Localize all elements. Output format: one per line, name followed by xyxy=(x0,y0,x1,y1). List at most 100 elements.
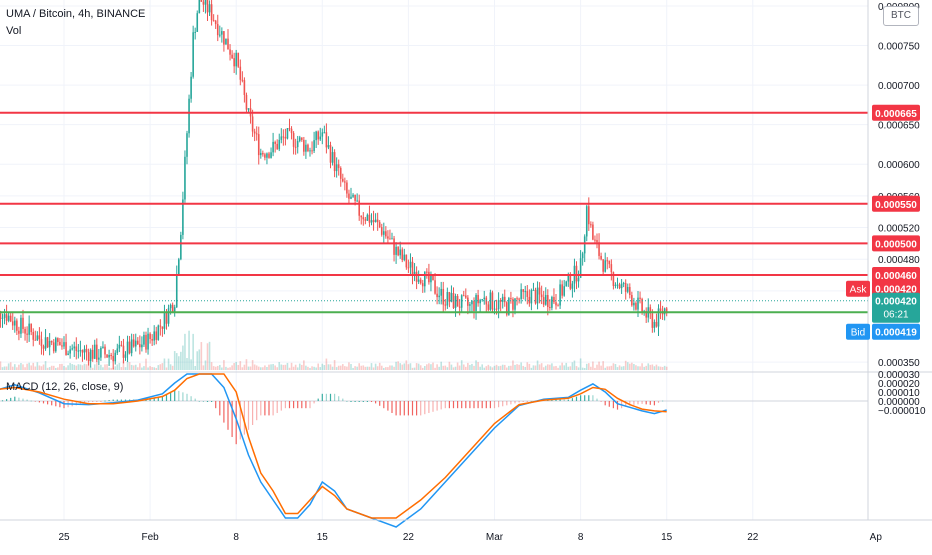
time-axis[interactable]: 25 Feb 8 15 22 Mar 8 15 22 Ap xyxy=(58,532,882,543)
volume-bar xyxy=(149,366,151,370)
volume-bar xyxy=(421,367,424,370)
macd-histogram-bar xyxy=(219,401,221,416)
macd-histogram-bar xyxy=(493,401,496,409)
candle-body xyxy=(524,291,527,293)
candle-body xyxy=(169,304,172,309)
candle-body xyxy=(75,346,78,352)
volume-bar xyxy=(96,360,98,370)
macd-histogram-bar xyxy=(112,399,114,401)
candle-body xyxy=(352,194,354,197)
volume-bar xyxy=(536,360,539,370)
macd-histogram-bar xyxy=(662,400,664,402)
volume-bar xyxy=(18,364,20,370)
volume-bar xyxy=(292,366,295,370)
volume-bar xyxy=(57,367,59,370)
price-axis-label: 0.000700 xyxy=(878,81,920,92)
macd-histogram-bar xyxy=(276,401,278,413)
macd-histogram-bar xyxy=(305,401,307,409)
macd-histogram-bar xyxy=(26,399,28,401)
volume-bar xyxy=(405,360,408,370)
volume-bar xyxy=(1,367,4,370)
volume-bar xyxy=(198,349,201,370)
candle-body xyxy=(141,344,143,348)
candle-body xyxy=(415,271,418,282)
candle-body xyxy=(604,260,606,272)
macd-histogram-bar xyxy=(153,397,155,401)
candle-body xyxy=(128,341,131,354)
candle-body xyxy=(100,347,102,358)
volume-bar xyxy=(514,364,516,370)
candle-body xyxy=(434,280,436,294)
volume-bar xyxy=(77,364,80,370)
volume-bar xyxy=(479,366,481,370)
candle-body xyxy=(407,267,410,269)
volume-bar xyxy=(233,363,235,370)
macd-histogram-bar xyxy=(571,398,573,401)
candle-body xyxy=(112,355,114,362)
volume-bar xyxy=(661,366,664,370)
volume-bar xyxy=(75,365,78,370)
candle-body xyxy=(514,298,516,310)
candle-body xyxy=(588,206,590,225)
volume-bar xyxy=(370,363,373,370)
level-tag xyxy=(872,104,920,121)
volume-bar xyxy=(407,364,410,370)
macd-histogram-bar xyxy=(243,401,245,435)
candle-body xyxy=(116,348,119,353)
volume-bar xyxy=(11,366,14,370)
candle-body xyxy=(538,287,541,295)
candle-body xyxy=(446,292,449,306)
volume-bar xyxy=(89,366,92,370)
volume-bar xyxy=(631,362,633,370)
volume-bar xyxy=(563,365,565,370)
candle-body xyxy=(118,344,121,349)
candle-body xyxy=(24,328,26,334)
volume-bar xyxy=(655,364,658,370)
candle-body xyxy=(87,352,90,362)
candle-body xyxy=(442,288,445,305)
macd-histogram-bar xyxy=(448,401,450,409)
macd-histogram-bar xyxy=(256,401,258,421)
candle-body xyxy=(198,0,201,14)
candle-body xyxy=(171,304,174,312)
macd-histogram-bar xyxy=(645,401,647,405)
currency-button[interactable]: BTC xyxy=(883,6,919,26)
volume-bar xyxy=(428,363,430,370)
volume-bar xyxy=(163,358,166,370)
candle-body xyxy=(307,144,309,152)
candle-body xyxy=(159,325,162,327)
macd-histogram-bar xyxy=(215,401,217,409)
candle-body xyxy=(132,339,135,347)
macd-histogram-bar xyxy=(469,401,471,409)
candle-body xyxy=(206,0,209,13)
candle-body xyxy=(223,31,225,45)
horizontal-levels[interactable] xyxy=(0,111,868,314)
volume-legend[interactable]: Vol xyxy=(6,25,22,37)
candle-body xyxy=(151,339,153,341)
macd-axis[interactable]: 0.0000300.0000200.0000100.000000−0.00001… xyxy=(878,370,926,417)
time-axis-label: 8 xyxy=(578,532,584,543)
candle-body xyxy=(608,260,611,265)
volume-bar xyxy=(264,365,266,370)
macd-legend[interactable]: MACD (12, 26, close, 9) xyxy=(6,381,124,393)
candle-body xyxy=(421,283,424,287)
volume-bar xyxy=(124,367,127,370)
volume-bar xyxy=(350,364,352,370)
volume-bar xyxy=(55,367,57,370)
volume-bar xyxy=(79,364,82,370)
symbol-title[interactable]: UMA / Bitcoin, 4h, BINANCE xyxy=(6,8,146,20)
candle-body xyxy=(417,279,420,282)
volume-bar xyxy=(85,364,88,370)
candle-body xyxy=(219,34,221,36)
macd-histogram-bar xyxy=(502,401,504,407)
candle-body xyxy=(499,300,502,302)
candle-body xyxy=(237,52,240,67)
candle-body xyxy=(629,287,631,295)
candle-body xyxy=(184,156,186,200)
volume-bar xyxy=(460,360,463,370)
candle-body xyxy=(368,214,371,223)
macd-histogram-bar xyxy=(284,401,286,409)
volume-bar xyxy=(444,365,447,370)
candle-body xyxy=(14,320,16,326)
